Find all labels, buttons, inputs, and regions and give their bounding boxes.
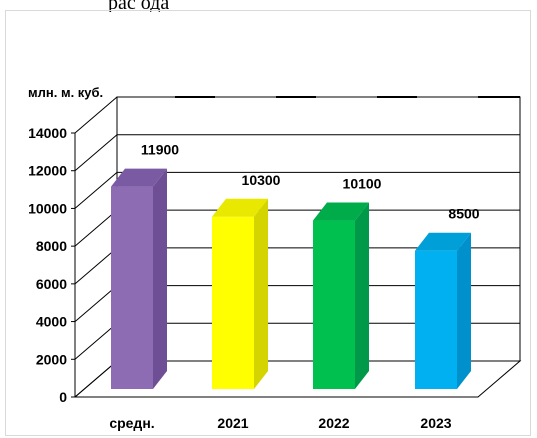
- y-tick-label: 14000: [28, 125, 67, 141]
- y-tick-label: 8000: [36, 238, 67, 254]
- y-tick-label: 2000: [36, 351, 67, 367]
- gridline-side: [74, 134, 118, 172]
- x-tick-labels: средн. 2021 2022 2023: [109, 415, 451, 431]
- y-tick-label: 6000: [36, 276, 67, 292]
- gridline-side: [74, 285, 118, 322]
- gridline-side: [74, 96, 118, 134]
- bar-front: [111, 186, 153, 389]
- bar-top: [212, 198, 268, 217]
- bar-side: [457, 232, 471, 389]
- bar-top: [313, 202, 369, 221]
- x-tick-label: 2023: [420, 415, 451, 431]
- bar-front: [313, 220, 355, 389]
- data-labels: 11900 10300 10100 8500: [141, 142, 480, 222]
- x-tick-label: 2021: [217, 415, 248, 431]
- bar-side: [153, 168, 167, 389]
- bar-front: [415, 250, 457, 389]
- y-tick-label: 12000: [28, 163, 67, 179]
- bar-front: [212, 216, 254, 389]
- data-label: 8500: [448, 206, 479, 222]
- gridline-side: [74, 172, 118, 209]
- gridline-side: [74, 360, 118, 398]
- header-text: рас ода: [108, 0, 170, 12]
- y-axis-label: млн. м. куб.: [28, 85, 103, 100]
- data-label: 10100: [343, 176, 382, 192]
- bar-top: [415, 232, 471, 251]
- bar-top: [111, 168, 167, 187]
- bar-side: [355, 202, 369, 389]
- x-tick-label: 2022: [318, 415, 349, 431]
- x-tick-label: средн.: [109, 415, 154, 431]
- data-label: 10300: [242, 172, 281, 188]
- data-label: 11900: [141, 142, 179, 158]
- bar-side: [254, 198, 268, 389]
- chart-border: [5, 10, 531, 436]
- y-tick-label: 0: [59, 389, 67, 405]
- y-tick-label: 10000: [28, 200, 67, 216]
- y-tick-labels: 0 2000 4000 6000 8000 10000 12000 14000: [28, 125, 67, 405]
- gridline-side: [74, 247, 118, 285]
- gridline-side: [74, 322, 118, 360]
- y-tick-label: 4000: [36, 314, 67, 330]
- gridline-side: [74, 209, 118, 247]
- bars: [111, 168, 471, 389]
